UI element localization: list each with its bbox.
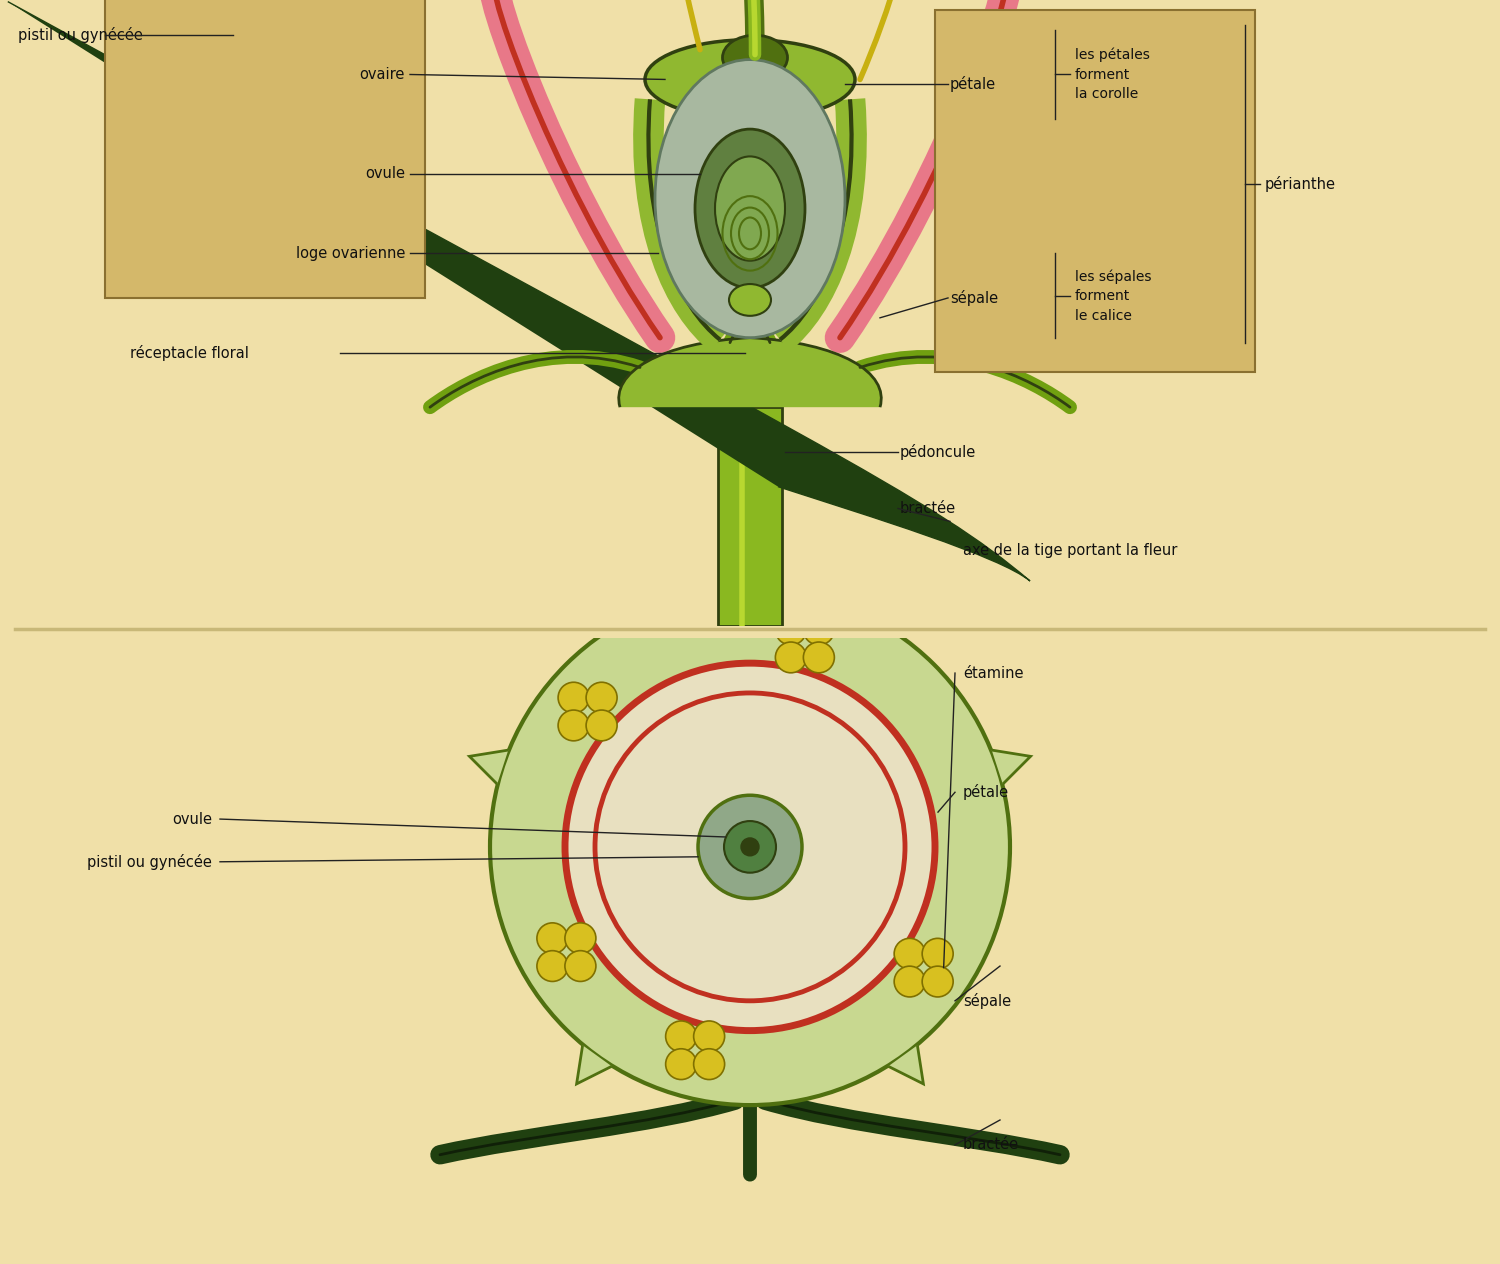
- Text: bractée: bractée: [900, 501, 956, 516]
- Text: les sépales
forment
le calice: les sépales forment le calice: [1076, 269, 1152, 322]
- Ellipse shape: [694, 129, 806, 288]
- Ellipse shape: [645, 39, 855, 119]
- Text: pétale: pétale: [950, 76, 996, 92]
- Text: ovaire: ovaire: [360, 67, 405, 82]
- Circle shape: [693, 1021, 724, 1052]
- PathPatch shape: [778, 465, 1030, 581]
- Circle shape: [586, 710, 616, 741]
- PathPatch shape: [732, 554, 768, 589]
- Circle shape: [741, 838, 759, 856]
- Text: sépale: sépale: [963, 992, 1011, 1009]
- PathPatch shape: [888, 1045, 924, 1085]
- Circle shape: [698, 795, 802, 899]
- Text: axe de la tige portant la fleur: axe de la tige portant la fleur: [963, 544, 1178, 559]
- Circle shape: [730, 532, 770, 570]
- Circle shape: [776, 614, 807, 645]
- PathPatch shape: [576, 1045, 612, 1085]
- Ellipse shape: [723, 35, 788, 80]
- Circle shape: [490, 589, 1010, 1105]
- FancyBboxPatch shape: [934, 10, 1256, 373]
- PathPatch shape: [470, 750, 509, 784]
- FancyBboxPatch shape: [105, 0, 424, 298]
- PathPatch shape: [618, 337, 882, 407]
- Text: ovule: ovule: [364, 167, 405, 181]
- Text: pistil ou gynécée: pistil ou gynécée: [87, 853, 212, 870]
- Text: étamine: étamine: [963, 666, 1023, 680]
- Ellipse shape: [729, 284, 771, 316]
- Text: périanthe: périanthe: [1264, 176, 1336, 192]
- PathPatch shape: [992, 750, 1030, 784]
- Circle shape: [724, 822, 776, 872]
- Circle shape: [894, 966, 926, 997]
- Circle shape: [922, 966, 952, 997]
- Circle shape: [804, 614, 834, 645]
- Ellipse shape: [656, 59, 844, 337]
- Text: sépale: sépale: [950, 289, 998, 306]
- Text: pistil ou gynécée: pistil ou gynécée: [18, 27, 142, 43]
- Text: pétale: pétale: [963, 784, 1010, 800]
- Circle shape: [666, 1049, 696, 1079]
- Circle shape: [566, 664, 934, 1030]
- Ellipse shape: [716, 157, 784, 260]
- Polygon shape: [718, 407, 782, 626]
- Circle shape: [804, 642, 834, 672]
- Circle shape: [558, 683, 590, 713]
- Circle shape: [566, 923, 596, 953]
- Text: loge ovarienne: loge ovarienne: [296, 245, 405, 260]
- Text: bractée: bractée: [963, 1138, 1018, 1153]
- Text: réceptacle floral: réceptacle floral: [130, 345, 249, 360]
- Text: ovule: ovule: [172, 811, 211, 827]
- Text: les pétales
forment
la corolle: les pétales forment la corolle: [1076, 48, 1150, 101]
- Circle shape: [537, 923, 568, 953]
- Circle shape: [922, 938, 952, 969]
- Circle shape: [693, 1049, 724, 1079]
- Circle shape: [558, 710, 590, 741]
- Text: pédoncule: pédoncule: [900, 444, 977, 460]
- Circle shape: [894, 938, 926, 969]
- Circle shape: [537, 951, 568, 981]
- Circle shape: [776, 642, 807, 672]
- Circle shape: [566, 951, 596, 981]
- Circle shape: [666, 1021, 696, 1052]
- Circle shape: [586, 683, 616, 713]
